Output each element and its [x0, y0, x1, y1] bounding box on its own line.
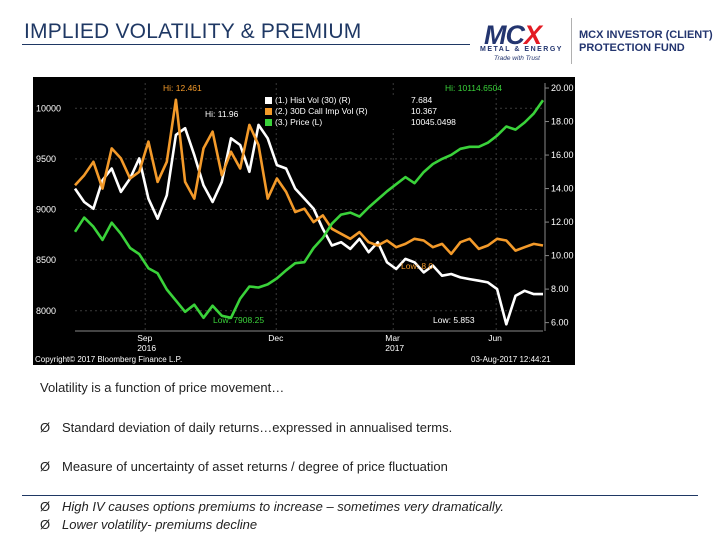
right-axis-tick-label: 20.00	[551, 83, 574, 93]
protection-fund-line-1: MCX INVESTOR (CLIENT)	[579, 29, 713, 41]
legend-value: 10045.0498	[411, 117, 456, 127]
title-underline	[22, 44, 470, 45]
legend-swatch	[265, 97, 272, 104]
arrow-bullet-icon: Ø	[40, 499, 51, 514]
legend-label: (1.) Hist Vol (30) (R)	[275, 95, 351, 105]
right-axis-tick-label: 10.00	[551, 251, 574, 261]
annotation-label: Low: 8.0	[401, 261, 433, 271]
page-title: IMPLIED VOLATILITY & PREMIUM	[24, 20, 362, 43]
right-axis-tick-label: 8.00	[551, 284, 569, 294]
x-axis-year-label: 2017	[385, 343, 404, 353]
logo-mark-mc: MC	[484, 20, 525, 50]
left-axis-tick-label: 9500	[36, 154, 56, 164]
x-axis-tick-label: Dec	[268, 333, 284, 343]
chart-footer-left: Copyright© 2017 Bloomberg Finance L.P.	[35, 355, 182, 364]
mcx-logo: MCX METAL & ENERGY Trade with Trust	[474, 20, 574, 64]
arrow-bullet-icon: Ø	[40, 420, 51, 435]
legend-swatch	[265, 119, 272, 126]
bullet-item: Ø Measure of uncertainty of asset returns…	[40, 459, 448, 474]
annotation-label: Hi: 12.461	[163, 83, 202, 93]
series-line-2	[74, 98, 544, 256]
logo-mark: MCX	[484, 20, 542, 51]
chart-footer-right: 03-Aug-2017 12:44:21	[471, 355, 551, 364]
x-axis-year-label: 2016	[137, 343, 156, 353]
legend-box	[263, 95, 493, 129]
arrow-bullet-icon: Ø	[40, 517, 51, 532]
legend-swatch	[265, 108, 272, 115]
left-axis-tick-label: 8000	[36, 306, 56, 316]
right-axis-tick-label: 14.00	[551, 184, 574, 194]
x-axis-tick-label: Jun	[488, 333, 502, 343]
right-axis-tick-label: 12.00	[551, 217, 574, 227]
left-axis-tick-label: 8500	[36, 255, 56, 265]
bullet-text: High IV causes options premiums to incre…	[62, 499, 504, 514]
right-axis-tick-label: 18.00	[551, 117, 574, 127]
series-line-3	[73, 99, 545, 320]
volatility-chart: 8000 8500 9000 9500 10000 6.00 8.00 10.00 12.00 1…	[33, 77, 575, 365]
x-axis-tick-label: Mar	[385, 333, 400, 343]
arrow-bullet-icon: Ø	[40, 459, 51, 474]
legend-value: 7.684	[411, 95, 433, 105]
legend-value: 10.367	[411, 106, 437, 116]
left-axis-tick-label: 9000	[36, 205, 56, 215]
logo-tagline: Trade with Trust	[494, 55, 540, 62]
legend-label: (3.) Price (L)	[275, 117, 322, 127]
logo-divider	[571, 18, 572, 64]
annotation-label: Hi: 10114.6504	[445, 83, 502, 93]
left-axis-tick-label: 10000	[36, 103, 61, 113]
right-axis-tick-label: 6.00	[551, 318, 569, 328]
bullet-text: Measure of uncertainty of asset returns …	[62, 459, 448, 474]
annotation-label: Low: 5.853	[433, 315, 475, 325]
bullet-text: Lower volatility- premiums decline	[62, 517, 258, 532]
protection-fund-line-2: PROTECTION FUND	[579, 42, 685, 54]
right-axis-tick-label: 16.00	[551, 150, 574, 160]
x-axis-tick-label: Sep	[137, 333, 152, 343]
bullet-item: Ø Lower volatility- premiums decline	[40, 517, 257, 532]
bullet-text: Standard deviation of daily returns…expr…	[62, 420, 453, 435]
annotation-label: Hi: 11.96	[205, 109, 239, 119]
legend-label: (2.) 30D Call Imp Vol (R)	[275, 106, 368, 116]
logo-mark-x: X	[524, 20, 542, 50]
bullet-item: Ø Standard deviation of daily returns…exp…	[40, 420, 452, 435]
section-divider	[22, 495, 698, 496]
bullet-item: Ø High IV causes options premiums to incr…	[40, 499, 504, 514]
protection-fund-label: MCX INVESTOR (CLIENT) PROTECTION FUND	[579, 29, 713, 55]
annotation-label: Low: 7908.25	[213, 315, 264, 325]
logo-subtitle: METAL & ENERGY	[480, 46, 563, 53]
series-line-1	[73, 123, 543, 326]
intro-text: Volatility is a function of price moveme…	[40, 380, 285, 395]
